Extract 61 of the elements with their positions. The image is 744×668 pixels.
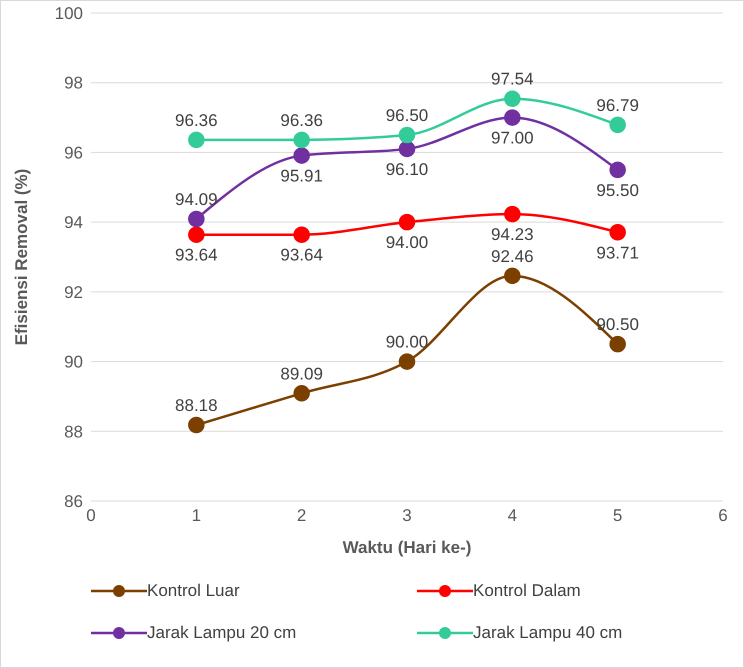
data-label: 90.50 <box>596 315 639 334</box>
x-tick-label: 0 <box>86 506 96 526</box>
point <box>398 353 416 370</box>
x-tick-label: 6 <box>718 506 728 526</box>
data-label: 96.10 <box>386 160 428 179</box>
data-label: 94.00 <box>386 233 428 252</box>
point <box>398 140 416 158</box>
data-label: 89.09 <box>280 364 323 384</box>
data-label: 94.23 <box>491 225 534 244</box>
y-tick-label: 100 <box>54 4 83 24</box>
point <box>188 210 205 228</box>
data-label: 96.36 <box>280 110 323 130</box>
y-tick-label: 98 <box>64 74 83 93</box>
y-tick-label: 86 <box>64 492 83 512</box>
data-label: 88.18 <box>175 396 218 416</box>
x-tick-label: 1 <box>192 506 202 526</box>
y-tick-label: 92 <box>64 282 83 302</box>
legend-label: Kontrol Luar <box>147 581 240 601</box>
legend-label: Jarak Lampu 40 cm <box>473 623 622 643</box>
point <box>293 132 310 148</box>
point <box>293 385 310 402</box>
point <box>188 416 205 434</box>
data-label: 96.50 <box>386 106 428 125</box>
point <box>609 162 626 178</box>
legend-label: Jarak Lampu 20 cm <box>147 623 296 643</box>
y-tick-label: 88 <box>64 422 83 442</box>
data-label: 95.91 <box>280 166 323 186</box>
y-tick-label: 96 <box>64 143 83 162</box>
x-tick-label: 3 <box>402 506 412 526</box>
x-tick-label: 5 <box>612 506 622 526</box>
data-label: 93.64 <box>280 246 323 265</box>
y-axis-title: Efisiensi Removal (%) <box>12 168 32 346</box>
point <box>504 90 521 107</box>
y-tick-label: 94 <box>64 213 83 232</box>
point <box>293 226 310 243</box>
data-label: 93.71 <box>596 243 639 262</box>
point <box>293 147 310 164</box>
data-label: 97.54 <box>491 70 534 89</box>
data-label: 97.00 <box>491 128 534 148</box>
data-label: 96.79 <box>596 96 639 115</box>
x-tick-label: 2 <box>296 506 306 526</box>
data-label: 93.64 <box>175 246 218 265</box>
point <box>398 214 416 230</box>
x-tick-label: 4 <box>508 506 518 526</box>
point <box>504 268 521 284</box>
data-label: 96.36 <box>175 110 218 130</box>
data-label: 92.46 <box>491 246 534 266</box>
point <box>609 336 626 352</box>
point <box>504 206 521 222</box>
point <box>188 226 205 243</box>
legend-label: Kontrol Dalam <box>473 581 581 601</box>
x-axis-title: Waktu (Hari ke-) <box>342 538 472 557</box>
data-label: 94.09 <box>175 190 218 210</box>
y-tick-label: 90 <box>64 352 83 372</box>
point <box>609 116 626 134</box>
point <box>188 132 205 148</box>
point <box>609 224 626 240</box>
data-label: 95.50 <box>596 180 639 200</box>
point <box>398 126 416 144</box>
point <box>504 109 521 126</box>
data-label: 90.00 <box>386 332 428 352</box>
